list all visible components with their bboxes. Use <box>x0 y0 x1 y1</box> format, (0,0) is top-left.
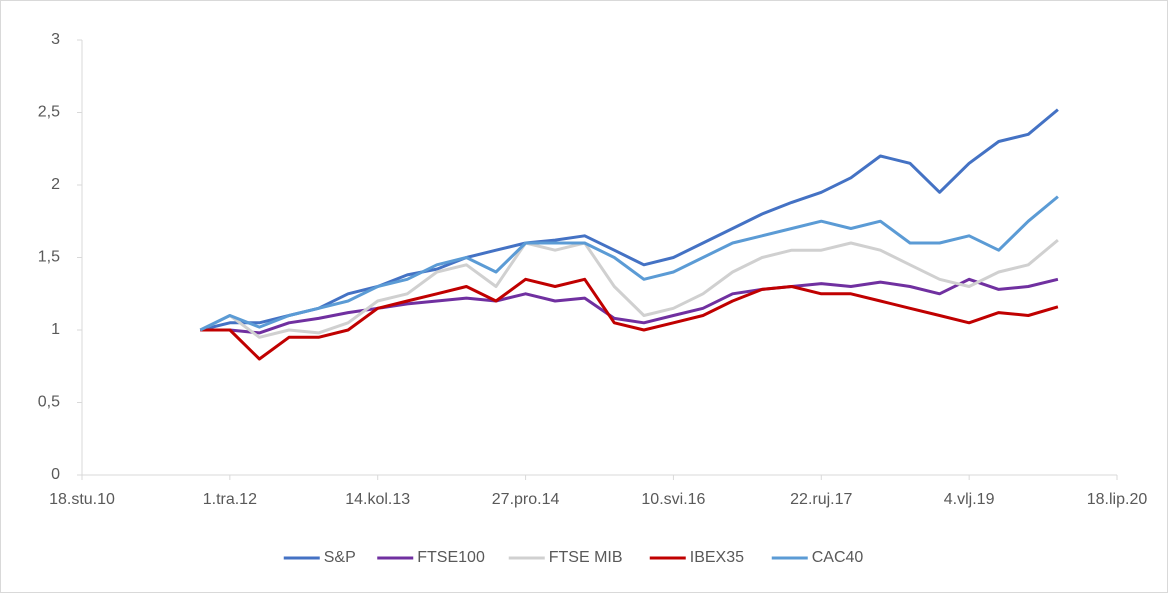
x-tick-label: 4.vlj.19 <box>944 491 995 508</box>
series-line <box>199 238 1059 339</box>
x-tick-label: 27.pro.14 <box>492 491 560 508</box>
y-tick-label: 1 <box>51 321 60 338</box>
y-tick-label: 1,5 <box>38 249 60 266</box>
y-tick-label: 2 <box>51 176 60 193</box>
legend-label: FTSE MIB <box>549 549 623 566</box>
y-tick-label: 3 <box>51 31 60 48</box>
y-tick-label: 2,5 <box>38 104 60 121</box>
x-tick-label: 18.lip.20 <box>1087 491 1148 508</box>
x-tick-label: 22.ruj.17 <box>790 491 852 508</box>
x-tick-label: 18.stu.10 <box>49 491 115 508</box>
legend-label: CAC40 <box>812 549 864 566</box>
series-line <box>200 277 1059 361</box>
legend-label: IBEX35 <box>690 549 744 566</box>
x-tick-label: 14.kol.13 <box>345 491 410 508</box>
legend-label: S&P <box>324 549 356 566</box>
series-line <box>199 108 1059 332</box>
y-tick-label: 0 <box>51 466 60 483</box>
legend-label: FTSE100 <box>417 549 485 566</box>
series-line <box>199 195 1059 332</box>
x-tick-label: 1.tra.12 <box>203 491 257 508</box>
y-tick-label: 0,5 <box>38 394 60 411</box>
x-tick-label: 10.svi.16 <box>641 491 705 508</box>
series-line <box>200 277 1059 335</box>
